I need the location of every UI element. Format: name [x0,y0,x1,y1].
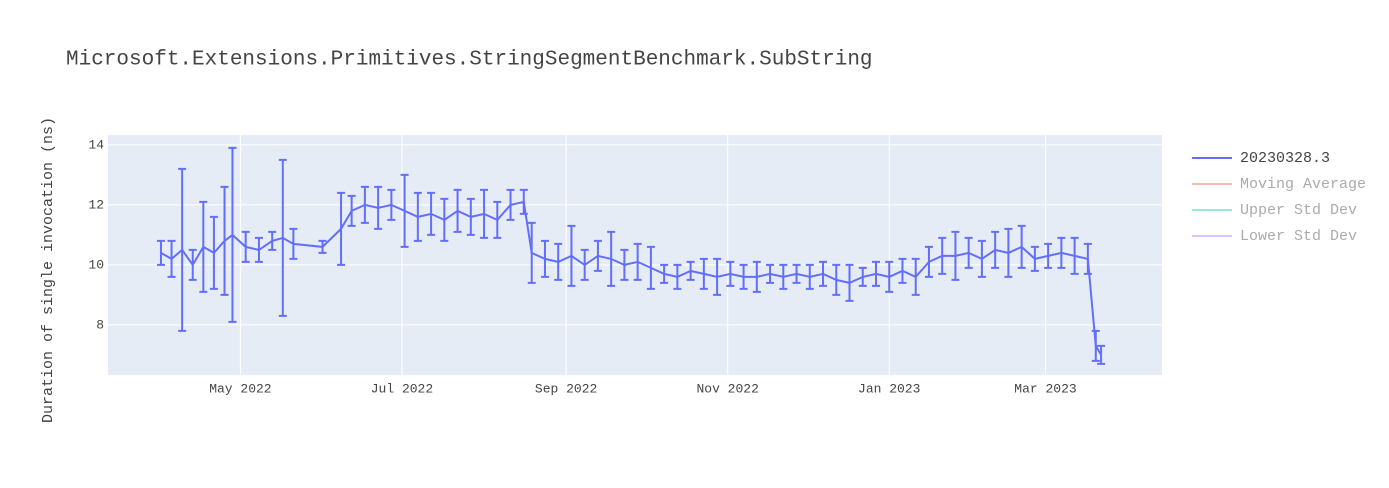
error-bar [739,263,748,290]
error-bar [607,230,616,287]
error-bar [466,197,475,236]
error-bar [686,260,695,281]
error-bar [819,260,828,287]
plot-area [108,135,1162,375]
y-axis-label: Duration of single invocation (ns) [40,117,57,423]
error-bar [699,257,708,290]
error-bar [938,236,947,275]
error-bar [924,245,933,278]
x-tick-label: Jan 2023 [858,381,920,396]
error-bar [427,191,436,236]
x-tick-label: Sep 2022 [535,381,597,396]
error-bar [254,236,263,263]
error-bar [188,248,197,281]
error-bar [209,215,218,290]
error-bar [1070,236,1079,275]
error-bar [766,263,775,284]
error-bar [977,239,986,278]
error-bar [779,263,788,290]
error-bar [278,158,287,317]
x-tick-label: Nov 2022 [696,381,758,396]
error-bar [453,188,462,233]
error-bar [519,188,528,215]
error-bar [440,197,449,242]
error-bar [268,230,277,251]
error-bar [289,227,298,260]
y-tick-label: 12 [88,197,104,212]
error-bar [964,236,973,269]
error-bar [1097,344,1106,365]
legend-label[interactable]: 20230328.3 [1240,150,1330,167]
error-bar [752,260,761,293]
error-bar [156,239,165,266]
error-bar [360,185,369,224]
legend-label[interactable]: Lower Std Dev [1240,228,1357,245]
error-bar [580,248,589,281]
error-bar [480,188,489,239]
error-bar [1091,329,1100,362]
grid: 8 10 12 14 May 2022 Jul 2022 Sep 2022 Nov 2022 J… [88,135,1162,396]
error-bar [347,194,356,227]
error-bar [540,239,549,278]
y-tick-label: 14 [88,137,104,152]
error-bar [1083,242,1092,275]
error-bar [178,167,187,332]
error-bar [554,242,563,281]
error-bar [792,263,801,284]
legend-label[interactable]: Moving Average [1240,176,1366,193]
error-bar [1044,242,1053,269]
error-bar [593,239,602,272]
error-bar [660,263,669,284]
error-bar [228,146,237,323]
error-bar [527,221,536,284]
error-bar [832,263,841,296]
error-bar [633,242,642,281]
y-tick-label: 10 [88,257,104,272]
error-bar [646,245,655,290]
error-bar [1017,224,1026,269]
error-bar [413,191,422,242]
error-bar [898,257,907,284]
error-bar [673,263,682,290]
error-bar [726,260,735,287]
x-tick-label: May 2022 [209,381,271,396]
marks [156,146,1106,365]
error-bar [991,230,1000,269]
error-bar [374,185,383,230]
error-bar [858,266,867,287]
chart-title: Microsoft.Extensions.Primitives.StringSe… [66,49,873,72]
x-tick-label: Mar 2023 [1014,381,1076,396]
y-tick-label: 8 [96,317,104,332]
error-bar [951,230,960,281]
error-bar [885,260,894,293]
error-bar [387,188,396,221]
error-bar [845,263,854,302]
error-bar [1057,236,1066,269]
legend-label[interactable]: Upper Std Dev [1240,202,1357,219]
error-bar [713,257,722,296]
x-tick-label: Jul 2022 [371,381,433,396]
error-bar [805,263,814,290]
error-bar [199,200,208,293]
error-bar [241,230,250,263]
error-bar [400,173,409,248]
error-bar [1004,227,1013,278]
error-bar [871,260,880,287]
error-bar [167,239,176,278]
error-bar [567,224,576,287]
error-bar [506,188,515,221]
error-bar [493,200,502,239]
error-bar [911,257,920,296]
legend: 20230328.3 Moving Average Upper Std Dev Low… [1192,150,1366,245]
error-bar [337,191,346,266]
error-bar [318,239,327,254]
series-line [160,200,1102,356]
error-bar [1030,245,1039,272]
error-bar [620,248,629,281]
error-bar [220,185,229,296]
